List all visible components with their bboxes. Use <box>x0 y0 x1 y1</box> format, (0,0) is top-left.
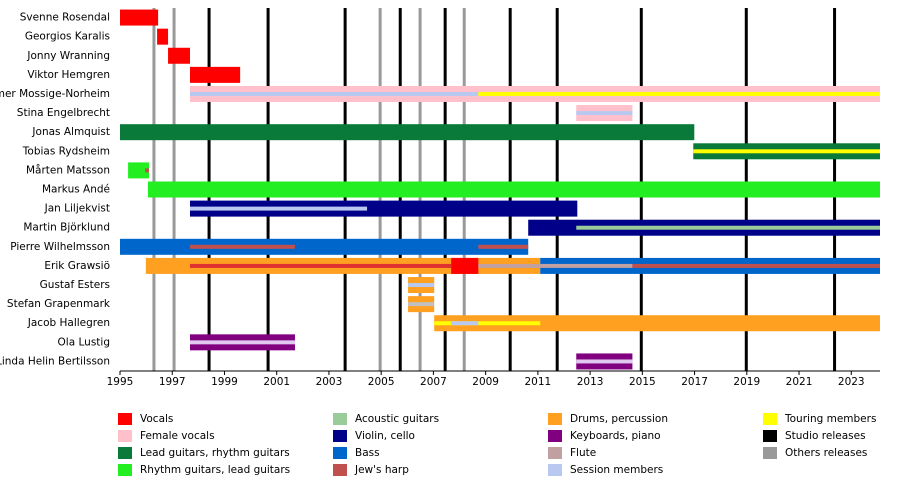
member-bar <box>189 66 241 83</box>
legend-label: Studio releases <box>785 430 866 442</box>
legend-label: Bass <box>355 447 380 459</box>
member-bar <box>693 149 880 154</box>
member-label: Jan Liljekvist <box>44 203 110 215</box>
legend-swatch <box>118 447 132 459</box>
member-bar <box>120 124 695 141</box>
legend-swatch <box>548 413 562 425</box>
member-label: Stefan Grapenmark <box>7 298 111 310</box>
x-tick-label: 2019 <box>733 376 760 388</box>
x-tick-label: 1999 <box>211 376 238 388</box>
x-tick-label: 2013 <box>577 376 604 388</box>
member-label: Pierre Wilhelmsson <box>10 241 110 253</box>
x-tick-label: 2009 <box>472 376 499 388</box>
legend-label: Others releases <box>785 447 867 459</box>
member-label: Gustaf Esters <box>40 279 110 291</box>
legend-swatch <box>548 447 562 459</box>
member-bar <box>189 340 295 345</box>
member-label: Svenne Rosendal <box>20 12 110 24</box>
member-bar <box>189 91 479 96</box>
member-bar <box>189 200 578 217</box>
member-label: Tobias Rydsheim <box>22 145 110 157</box>
member-bar <box>478 91 880 96</box>
legend-label: Violin, cello <box>355 430 415 442</box>
member-bar <box>189 263 452 268</box>
x-tick-label: 2005 <box>368 376 395 388</box>
legend-swatch <box>548 430 562 442</box>
legend-swatch <box>333 413 347 425</box>
member-label: Ola Lustig <box>58 336 110 348</box>
member-label: Mårten Matsson <box>26 163 110 176</box>
x-tick-label: 1997 <box>159 376 186 388</box>
member-label: Erik Grawsiö <box>44 260 110 272</box>
legend-swatch <box>763 430 777 442</box>
member-bar <box>408 302 435 307</box>
legend-label: Touring members <box>784 413 876 425</box>
member-bar <box>576 111 633 116</box>
member-bar <box>189 206 368 211</box>
member-label: Stina Engelbrecht <box>17 107 110 119</box>
member-label: Viktor Hemgren <box>27 69 110 81</box>
legend-label: Keyboards, piano <box>570 430 661 442</box>
legend-swatch <box>333 447 347 459</box>
member-bar <box>451 257 479 274</box>
member-label: Martin Björklund <box>23 222 110 234</box>
member-bar <box>478 244 529 249</box>
member-bar <box>576 225 880 230</box>
member-bar <box>434 321 541 326</box>
member-label: Georgios Karalis <box>25 31 110 43</box>
x-tick-label: 2001 <box>263 376 290 388</box>
member-bar <box>434 315 880 332</box>
legend-swatch <box>763 447 777 459</box>
legend-label: Rhythm guitars, lead guitars <box>140 464 290 476</box>
x-tick-label: 2023 <box>838 376 865 388</box>
member-bar <box>168 47 190 64</box>
legend-swatch <box>118 464 132 476</box>
x-tick-label: 2021 <box>786 376 813 388</box>
member-label: Jacob Hallegren <box>27 317 110 329</box>
member-bar <box>576 359 633 364</box>
member-label: Linda Helin Bertilsson <box>0 355 110 367</box>
x-tick-label: 2015 <box>629 376 656 388</box>
member-label: Ymer Mossige-Norheim <box>0 88 110 100</box>
member-bar <box>128 162 149 179</box>
member-bar <box>632 263 880 268</box>
member-bar <box>145 168 149 173</box>
member-label: Markus Andé <box>42 184 110 196</box>
legend-swatch <box>548 464 562 476</box>
x-tick-label: 2011 <box>525 376 552 388</box>
x-tick-label: 2003 <box>316 376 343 388</box>
legend-swatch <box>333 464 347 476</box>
member-bar <box>157 28 169 45</box>
member-bar <box>451 321 479 326</box>
legend-swatch <box>118 430 132 442</box>
member-bar <box>147 181 881 198</box>
legend-label: Session members <box>570 464 663 476</box>
legend-swatch <box>763 413 777 425</box>
legend-swatch <box>118 413 132 425</box>
member-bar <box>120 238 529 255</box>
legend-label: Drums, percussion <box>570 413 668 425</box>
member-bar <box>120 9 159 26</box>
legend-label: Female vocals <box>140 430 215 442</box>
member-label: Jonny Wranning <box>26 50 110 62</box>
x-tick-label: 2007 <box>420 376 447 388</box>
legend-label: Vocals <box>140 413 173 425</box>
legend-swatch <box>333 430 347 442</box>
member-bar <box>478 263 633 268</box>
member-label: Jonas Almquist <box>31 126 110 138</box>
member-bar <box>189 244 295 249</box>
member-bar <box>408 283 435 288</box>
legend-label: Acoustic guitars <box>355 413 439 425</box>
legend-label: Flute <box>570 447 596 459</box>
legend-label: Jew's harp <box>354 464 409 476</box>
legend-label: Lead guitars, rhythm guitars <box>140 447 290 459</box>
x-tick-label: 2017 <box>681 376 708 388</box>
x-tick-label: 1995 <box>107 376 134 388</box>
